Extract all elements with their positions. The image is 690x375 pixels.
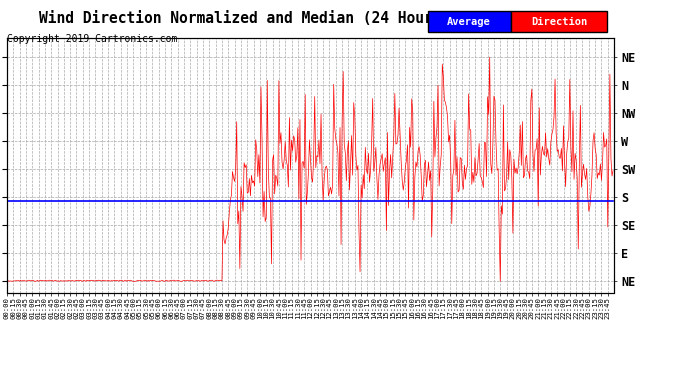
Text: Copyright 2019 Cartronics.com: Copyright 2019 Cartronics.com xyxy=(7,34,177,44)
Text: Average: Average xyxy=(447,17,491,27)
Text: Direction: Direction xyxy=(531,17,587,27)
Text: Wind Direction Normalized and Median (24 Hours) (New) 20190712: Wind Direction Normalized and Median (24… xyxy=(39,11,582,26)
